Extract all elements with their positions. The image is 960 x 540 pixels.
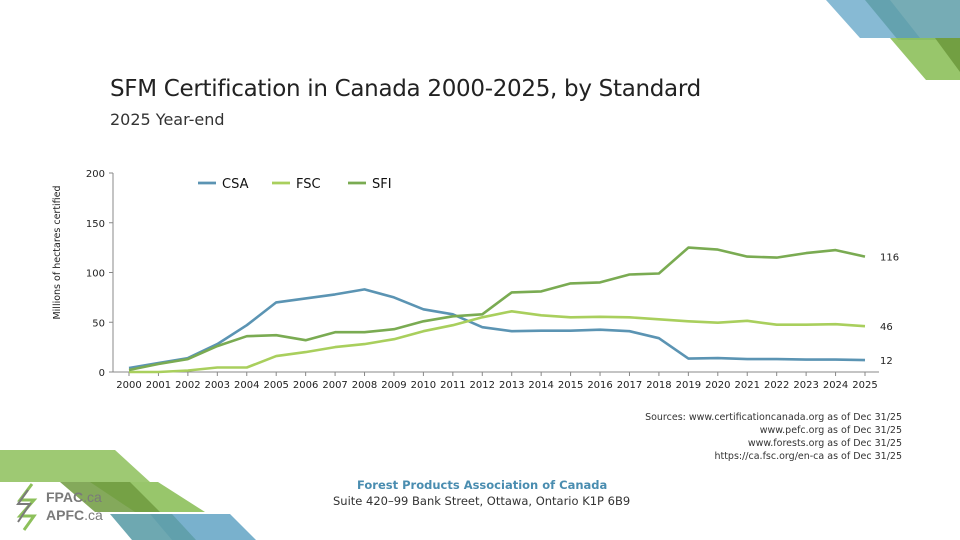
x-tick-label: 2023 (793, 380, 818, 391)
x-tick-label: 2017 (617, 380, 642, 391)
line-chart: 0 50 100 150 200 2000 2001 2002 2003 2004 2005 2006… (52, 169, 899, 391)
legend-label-csa: CSA (222, 177, 249, 192)
chart-title: SFM Certification in Canada 2000-2025, b… (110, 76, 701, 102)
x-tick-label: 2022 (764, 380, 789, 391)
y-tick-label: 50 (92, 318, 105, 329)
y-tick-label: 200 (86, 169, 105, 180)
x-tick-label: 2005 (263, 380, 288, 391)
x-tick-label: 2010 (411, 380, 436, 391)
series-line-csa (128, 288, 866, 370)
end-label-sfi: 116 (880, 253, 899, 264)
chart-subtitle: 2025 Year-end (110, 110, 225, 129)
series-line-sfi (128, 246, 866, 372)
end-label-fsc: 46 (880, 322, 893, 333)
x-tick-label: 2004 (234, 380, 259, 391)
fpac-logo-icon (16, 483, 38, 531)
x-tick-label: 2014 (528, 380, 553, 391)
x-tick-label: 2021 (735, 380, 760, 391)
logo-apfc-domain: .ca (84, 507, 103, 523)
x-tick-label: 2006 (293, 380, 318, 391)
x-tick-label: 2020 (705, 380, 730, 391)
source-line: www.forests.org as of Dec 31/25 (747, 438, 902, 449)
logo-fpac-domain: .ca (83, 489, 102, 505)
x-tick-label: 2008 (352, 380, 377, 391)
sources-block: Sources: www.certificationcanada.org as … (645, 411, 902, 463)
deco-teal-top (865, 0, 960, 40)
legend-label-sfi: SFI (372, 177, 392, 192)
deco-green-top (890, 38, 960, 80)
logo-fpac-name: FPAC (46, 489, 84, 505)
x-tick-label: 2001 (146, 380, 171, 391)
y-axis-label: Millions of hectares certified (52, 185, 63, 319)
source-line: https://ca.fsc.org/en-ca as of Dec 31/25 (714, 451, 902, 462)
deco-darkgreen-top (935, 38, 960, 72)
footer-address: Suite 420–99 Bank Street, Ottawa, Ontari… (333, 494, 631, 508)
legend-label-fsc: FSC (296, 177, 321, 192)
x-tick-label: 2024 (823, 380, 848, 391)
x-tick-label: 2012 (470, 380, 495, 391)
x-tick-label: 2009 (381, 380, 406, 391)
x-tick-label: 2003 (205, 380, 230, 391)
y-tick-label: 0 (99, 368, 105, 379)
deco-teal-bottom (110, 514, 196, 540)
x-tick-label: 2007 (322, 380, 347, 391)
x-tick-label: 2018 (646, 380, 671, 391)
deco-green-bottom-3 (60, 482, 160, 512)
y-tick-label: 100 (86, 269, 105, 280)
footer-org-name: Forest Products Association of Canada (357, 478, 608, 492)
x-tick-label: 2011 (440, 380, 465, 391)
x-tick-label: 2000 (116, 380, 141, 391)
series-line-fsc (129, 309, 866, 374)
logo-fpac: FPAC.ca (46, 489, 102, 505)
x-tick-label: 2019 (676, 380, 701, 391)
y-tick-label: 150 (86, 219, 105, 230)
x-tick-label: 2002 (175, 380, 200, 391)
deco-green-bottom-1 (0, 450, 150, 482)
end-label-csa: 12 (880, 356, 893, 367)
logo-apfc-name: APFC (46, 507, 85, 523)
x-tick-label: 2025 (852, 380, 877, 391)
logo-apfc: APFC.ca (46, 507, 103, 523)
source-line: Sources: www.certificationcanada.org as … (645, 412, 902, 423)
source-line: www.pefc.org as of Dec 31/25 (759, 425, 902, 436)
x-tick-label: 2015 (558, 380, 583, 391)
x-tick-label: 2016 (587, 380, 612, 391)
x-tick-label: 2013 (499, 380, 524, 391)
